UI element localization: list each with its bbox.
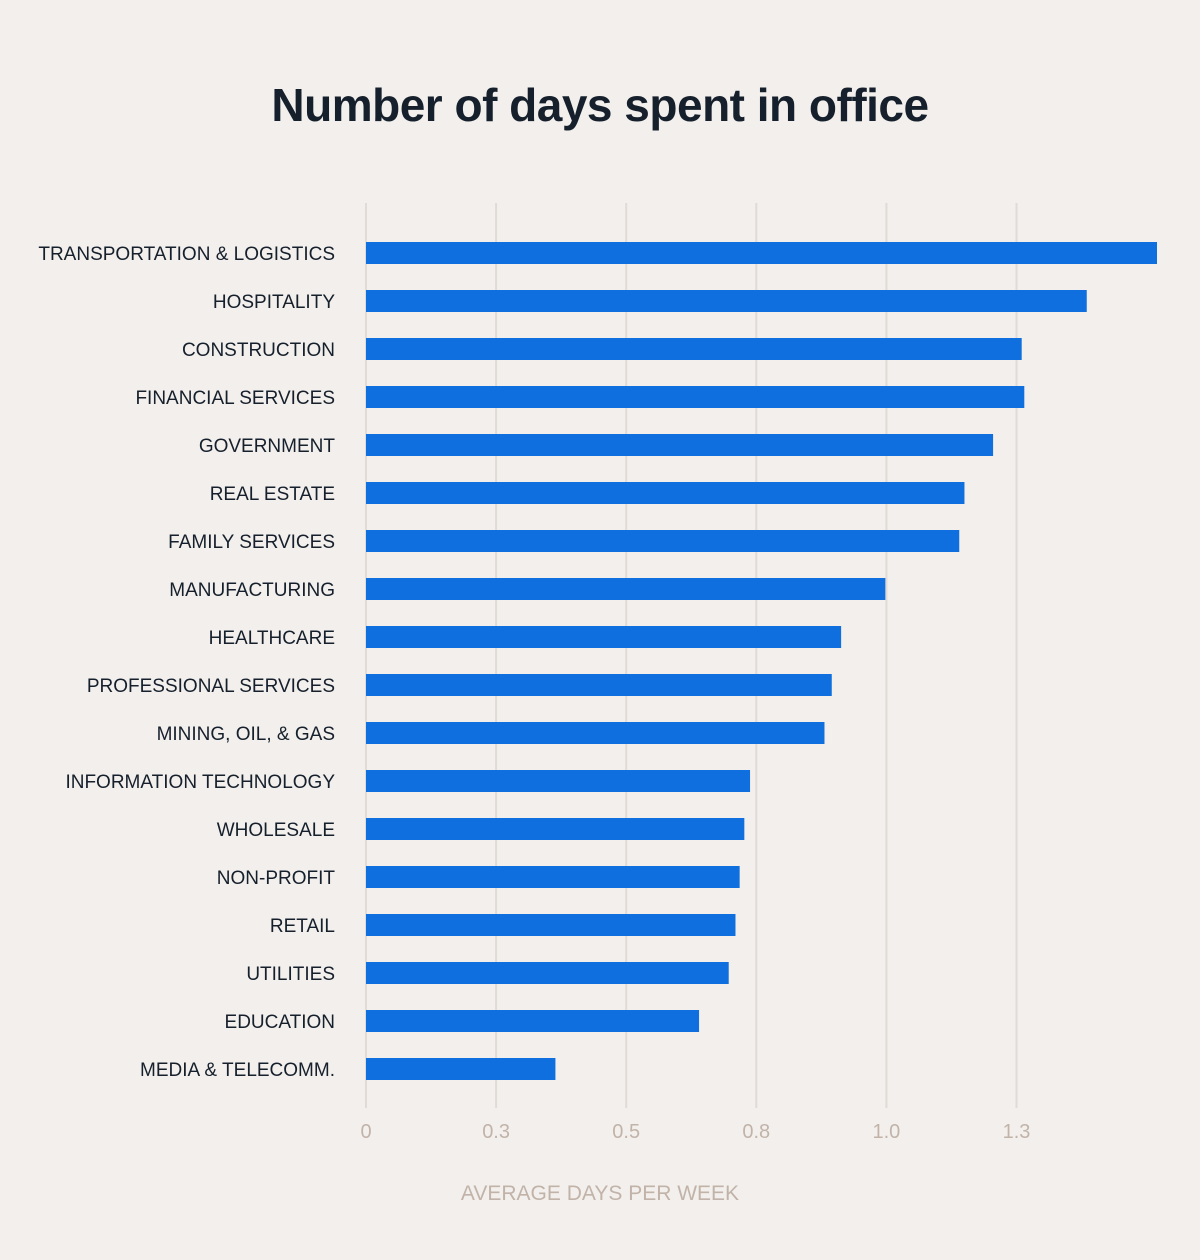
bar — [366, 290, 1087, 312]
category-label: MEDIA & TELECOMM. — [140, 1060, 335, 1081]
category-label: TRANSPORTATION & LOGISTICS — [38, 244, 335, 265]
bar — [366, 914, 736, 936]
bars — [366, 242, 1157, 1080]
category-label: WHOLESALE — [217, 820, 335, 841]
category-label: FINANCIAL SERVICES — [135, 388, 335, 409]
category-label: INFORMATION TECHNOLOGY — [65, 772, 335, 793]
x-tick-label: 1.3 — [1003, 1121, 1031, 1143]
bar — [366, 626, 842, 648]
category-label: UTILITIES — [246, 964, 335, 985]
bar — [366, 578, 886, 600]
category-label: GOVERNMENT — [199, 436, 336, 457]
x-tick-label: 1.0 — [872, 1121, 900, 1143]
category-label: RETAIL — [270, 916, 335, 937]
bar — [366, 482, 965, 504]
category-label: FAMILY SERVICES — [168, 532, 335, 553]
category-label: EDUCATION — [225, 1012, 335, 1033]
x-tick-label: 0.8 — [742, 1121, 770, 1143]
category-label: NON-PROFIT — [217, 868, 336, 889]
bar — [366, 962, 729, 984]
bar — [366, 674, 832, 696]
bar — [366, 530, 960, 552]
x-axis-ticks: 0 0.3 0.5 0.8 1.0 1.3 — [360, 1121, 1030, 1143]
x-axis-title: AVERAGE DAYS PER WEEK — [461, 1182, 739, 1205]
bar — [366, 338, 1022, 360]
x-tick-label: 0.3 — [482, 1121, 510, 1143]
bar — [366, 434, 994, 456]
category-labels: TRANSPORTATION & LOGISTICS HOSPITALITY CON… — [38, 244, 335, 1081]
bar — [366, 1058, 556, 1080]
chart-title: Number of days spent in office — [271, 79, 929, 131]
category-label: MINING, OIL, & GAS — [157, 724, 335, 745]
category-label: REAL ESTATE — [210, 484, 335, 505]
bar — [366, 770, 751, 792]
bar — [366, 866, 740, 888]
x-tick-label: 0 — [360, 1121, 371, 1143]
bar — [366, 818, 745, 840]
bar — [366, 722, 825, 744]
bar — [366, 242, 1157, 264]
bar — [366, 1010, 700, 1032]
category-label: PROFESSIONAL SERVICES — [87, 676, 335, 697]
category-label: MANUFACTURING — [169, 580, 335, 601]
bar — [366, 386, 1025, 408]
x-tick-label: 0.5 — [612, 1121, 640, 1143]
category-label: HEALTHCARE — [209, 628, 335, 649]
category-label: HOSPITALITY — [213, 292, 335, 313]
category-label: CONSTRUCTION — [182, 340, 335, 361]
